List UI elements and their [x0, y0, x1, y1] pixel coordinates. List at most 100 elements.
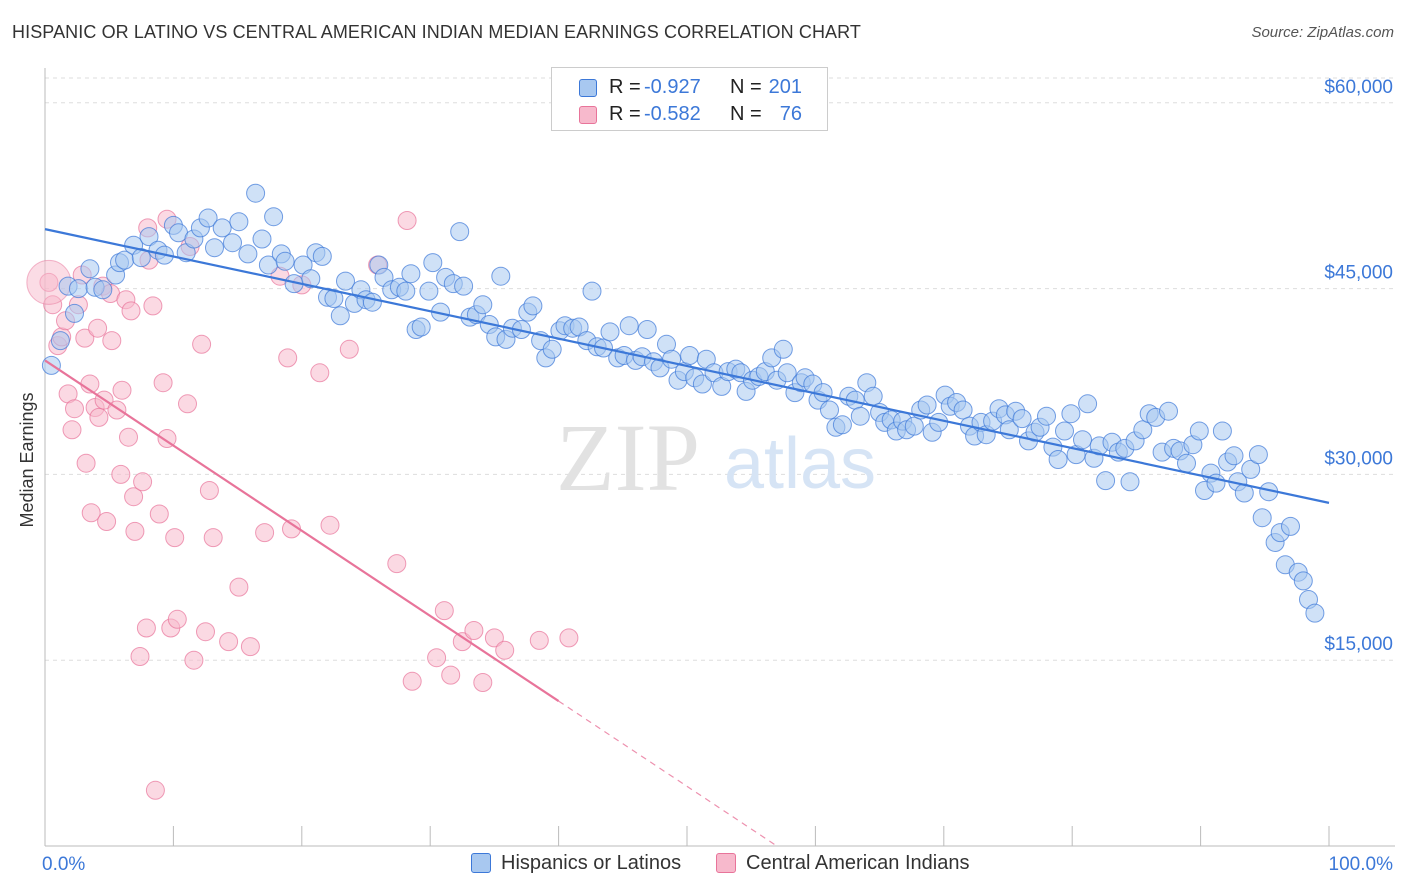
point-central-american-indians: [124, 487, 144, 507]
point-central-american-indians: [255, 523, 275, 543]
point-hispanics: [139, 227, 159, 247]
y-tick-label: $45,000: [1324, 263, 1393, 284]
point-hispanics: [1281, 516, 1300, 536]
point-hispanics: [275, 251, 295, 271]
point-hispanics: [238, 244, 258, 264]
watermark-zip: ZIP: [556, 404, 700, 511]
axes: [44, 68, 1395, 847]
point-central-american-indians: [529, 630, 549, 650]
point-hispanics: [1224, 446, 1244, 466]
point-hispanics: [542, 339, 562, 359]
legend-swatch-blue: [579, 79, 597, 97]
point-hispanics: [692, 374, 712, 394]
point-hispanics: [212, 218, 232, 238]
point-central-american-indians: [495, 640, 515, 660]
trend-lines: [44, 228, 1330, 847]
point-central-american-indians: [473, 673, 493, 692]
legend-n-label: N =: [730, 76, 762, 98]
point-central-american-indians: [136, 618, 156, 638]
point-hispanics: [1073, 430, 1092, 450]
point-hispanics: [336, 271, 355, 291]
point-central-american-indians: [184, 650, 204, 670]
point-central-american-indians: [111, 464, 131, 484]
point-hispanics: [619, 316, 639, 336]
y-tick-label: $30,000: [1324, 448, 1393, 469]
point-central-american-indians: [157, 429, 177, 448]
x-tick-labels: 0.0% 100.0%: [42, 854, 1393, 875]
legend-r-value: -0.927: [644, 76, 701, 98]
correlation-legend: R = -0.927 N = 201 R = -0.582 N = 76: [551, 67, 828, 131]
point-central-american-indians: [397, 211, 417, 230]
point-central-american-indians: [199, 481, 219, 500]
point-hispanics: [929, 412, 949, 432]
watermark: ZIP atlas: [556, 404, 876, 511]
point-central-american-indians: [119, 427, 138, 447]
point-hispanics: [423, 253, 443, 273]
point-hispanics: [777, 363, 797, 383]
point-hispanics: [523, 296, 543, 316]
point-central-american-indians: [452, 632, 472, 652]
point-central-american-indians: [434, 601, 454, 621]
point-hispanics: [264, 207, 284, 227]
point-hispanics: [1012, 409, 1032, 429]
point-central-american-indians: [153, 373, 173, 393]
legend-n-value: 201: [768, 76, 802, 98]
point-central-american-indians: [441, 665, 461, 685]
point-hispanics: [454, 276, 474, 296]
legend-n-label: N =: [730, 103, 762, 125]
x-tick-label-end: 100.0%: [1329, 854, 1394, 875]
point-hispanics: [324, 289, 344, 308]
point-hispanics: [491, 266, 511, 286]
point-hispanics: [1055, 421, 1074, 441]
point-central-american-indians: [133, 472, 153, 492]
point-hispanics: [246, 183, 266, 203]
point-central-american-indians: [112, 380, 132, 400]
point-central-american-indians: [229, 577, 249, 597]
point-hispanics: [1305, 603, 1325, 623]
point-hispanics: [252, 229, 272, 249]
x-tick-label-start: 0.0%: [42, 854, 85, 875]
y-tick-label: $60,000: [1324, 77, 1393, 98]
point-central-american-indians: [88, 318, 108, 338]
point-hispanics: [582, 281, 602, 301]
point-hispanics: [419, 281, 439, 301]
point-hispanics: [68, 279, 88, 299]
trend-line-extension: [558, 700, 778, 847]
point-central-american-indians: [102, 331, 122, 351]
point-hispanics: [773, 339, 793, 359]
point-central-american-indians: [143, 296, 163, 316]
point-hispanics: [330, 306, 350, 326]
legend-swatch-pink: [579, 106, 597, 124]
point-hispanics: [850, 406, 870, 426]
point-hispanics: [1159, 401, 1178, 421]
point-hispanics: [953, 400, 973, 420]
watermark-atlas: atlas: [724, 424, 876, 504]
point-central-american-indians: [167, 609, 187, 629]
point-hispanics: [93, 280, 113, 300]
trend-line-central-american-indians: [44, 359, 560, 702]
point-hispanics: [1133, 420, 1153, 440]
point-hispanics: [1177, 453, 1196, 473]
trend-line-hispanics: [44, 228, 1330, 504]
point-hispanics: [1293, 571, 1313, 591]
point-central-american-indians: [339, 339, 359, 359]
point-central-american-indians: [89, 407, 109, 427]
point-hispanics: [223, 233, 242, 253]
point-central-american-indians: [240, 637, 260, 657]
point-hispanics: [1061, 404, 1081, 424]
point-central-american-indians: [196, 622, 215, 642]
bottom-legend-label: Hispanics or Latinos: [501, 852, 682, 874]
point-central-american-indians: [149, 504, 169, 524]
point-central-american-indians: [219, 632, 239, 652]
point-central-american-indians: [203, 528, 223, 548]
series-central-american-indians: [26, 209, 579, 800]
point-hispanics: [65, 303, 84, 323]
point-central-american-indians: [387, 554, 407, 574]
point-hispanics: [637, 320, 657, 339]
point-central-american-indians: [559, 628, 579, 648]
point-central-american-indians: [97, 512, 117, 531]
point-hispanics: [832, 415, 852, 435]
legend-n-value: 76: [779, 103, 802, 125]
legend-r-label: R =: [609, 76, 641, 98]
